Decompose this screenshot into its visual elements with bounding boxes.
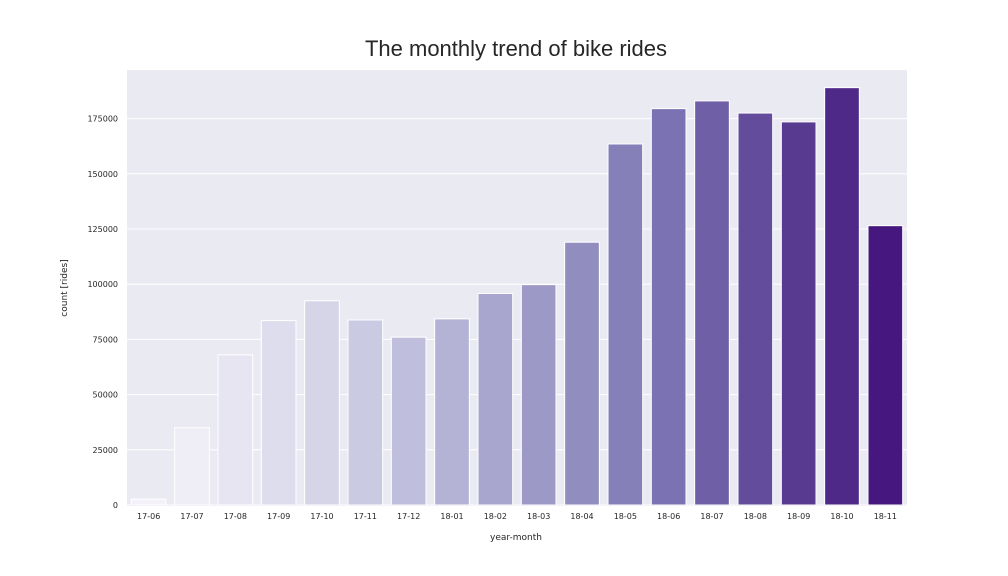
y-tick-labels: 0 25000 50000 75000 100000 125000 150000 175000 <box>87 115 118 510</box>
y-tick-label: 0 <box>113 501 118 510</box>
y-tick-label: 175000 <box>87 115 118 124</box>
bar-18-04 <box>564 241 600 506</box>
x-tick-label: 17-10 <box>310 512 333 521</box>
y-axis-label: count [rides] <box>60 259 70 316</box>
y-tick-label: 125000 <box>87 225 118 234</box>
y-tick-label: 25000 <box>93 446 118 455</box>
gridlines <box>127 118 907 506</box>
bar-18-02 <box>477 292 514 506</box>
x-tick-label: 18-07 <box>700 512 723 521</box>
bar-17-07 <box>174 427 210 506</box>
bar-17-06 <box>130 498 167 506</box>
x-tick-label: 18-06 <box>657 512 680 521</box>
x-tick-label: 18-01 <box>440 512 463 521</box>
chart-title: The monthly trend of bike rides <box>365 36 667 61</box>
bar-17-11 <box>347 319 384 506</box>
x-tick-label: 17-11 <box>354 512 377 521</box>
x-tick-label: 17-12 <box>397 512 420 521</box>
bar-18-08 <box>737 112 774 506</box>
bar-18-05 <box>607 143 644 506</box>
x-tick-label: 18-02 <box>484 512 507 521</box>
bar-18-11 <box>867 225 904 506</box>
bar-17-12 <box>390 336 427 506</box>
bar-18-03 <box>520 284 557 506</box>
y-tick-label: 50000 <box>93 391 118 400</box>
x-tick-label: 18-10 <box>830 512 853 521</box>
bar-17-09 <box>260 320 297 506</box>
x-tick-label: 17-09 <box>267 512 290 521</box>
bar-18-01 <box>434 318 470 506</box>
x-tick-labels: 17-06 17-07 17-08 17-09 17-10 17-11 17-12 18-01… <box>137 512 897 521</box>
bar-17-10 <box>304 300 340 506</box>
x-tick-label: 17-08 <box>224 512 247 521</box>
x-tick-label: 18-03 <box>527 512 550 521</box>
bar-17-08 <box>217 354 254 506</box>
y-tick-label: 150000 <box>87 170 118 179</box>
bar-18-10 <box>824 87 860 506</box>
bar-18-09 <box>780 121 817 506</box>
x-tick-label: 18-08 <box>744 512 767 521</box>
plot-area <box>127 70 907 506</box>
bar-18-07 <box>694 100 730 506</box>
x-tick-label: 18-09 <box>787 512 810 521</box>
x-tick-label: 18-11 <box>874 512 897 521</box>
x-axis-label: year-month <box>490 533 542 543</box>
x-tick-label: 17-06 <box>137 512 160 521</box>
x-tick-label: 17-07 <box>180 512 203 521</box>
x-tick-label: 18-04 <box>570 512 593 521</box>
y-tick-label: 75000 <box>93 335 118 344</box>
y-tick-label: 100000 <box>87 280 118 289</box>
bar-18-06 <box>650 108 687 506</box>
bars <box>130 87 904 506</box>
x-tick-label: 18-05 <box>614 512 637 521</box>
